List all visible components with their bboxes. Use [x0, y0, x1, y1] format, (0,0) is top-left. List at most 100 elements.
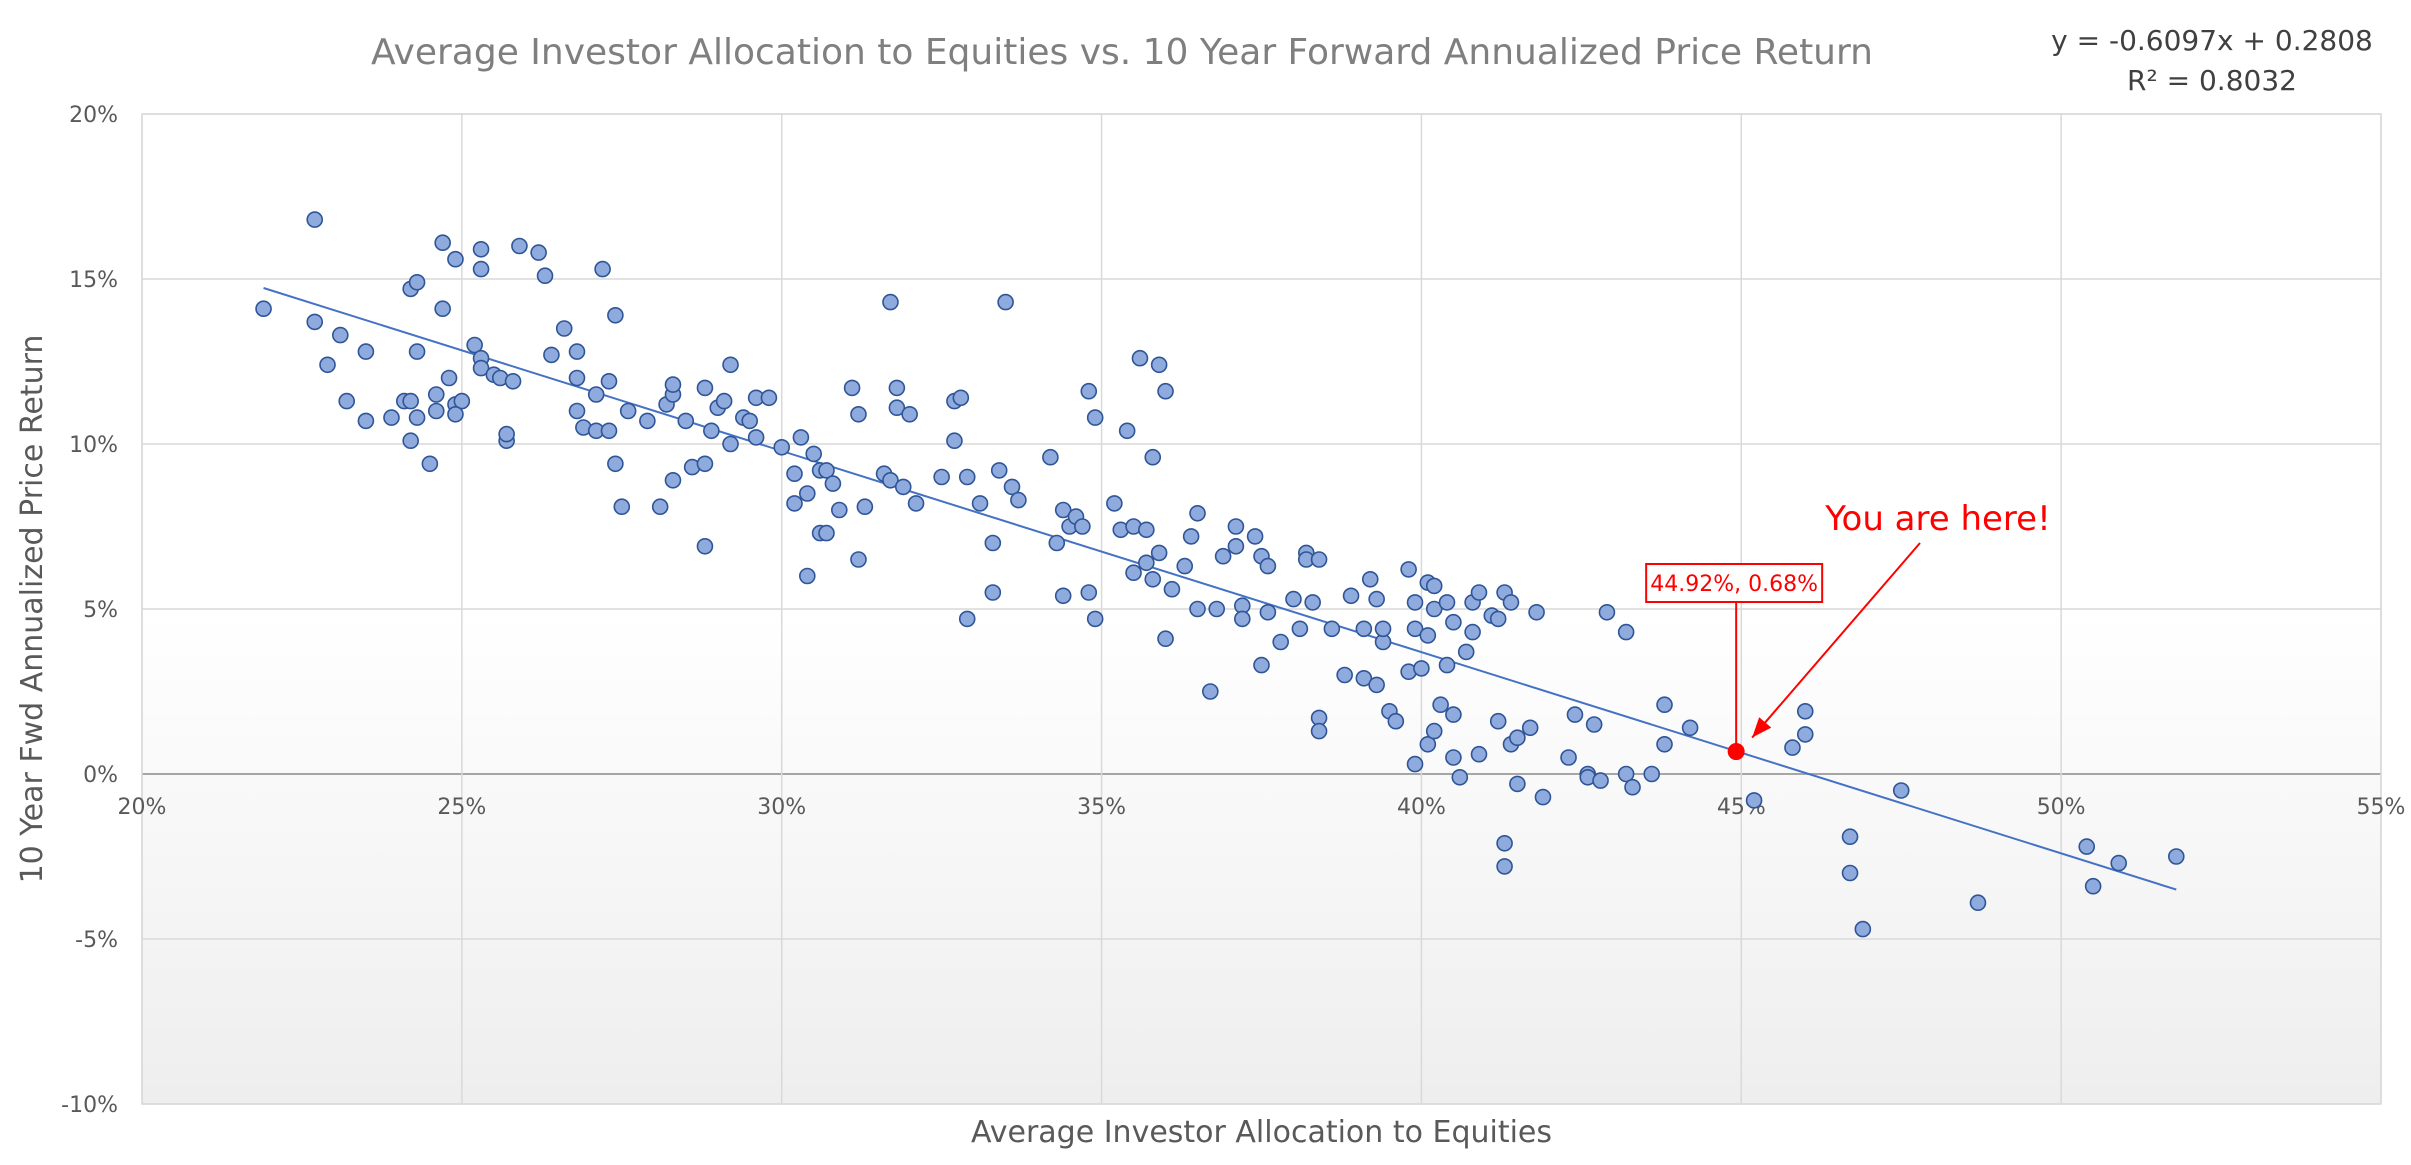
data-point [594, 260, 611, 278]
data-point [1445, 749, 1462, 766]
data-point [1656, 735, 1673, 753]
data-point [1054, 501, 1072, 519]
data-point [907, 495, 925, 512]
data-point [1150, 356, 1168, 374]
data-point [1176, 557, 1194, 575]
y-tick-label: -5% [75, 928, 118, 953]
data-point [741, 412, 759, 430]
data-point [952, 389, 970, 407]
data-point [1182, 528, 1200, 545]
data-point [1406, 620, 1424, 638]
data-point [255, 300, 272, 318]
data-point [1496, 858, 1513, 875]
data-point [1048, 534, 1066, 552]
data-point [1419, 735, 1437, 753]
data-point [1355, 669, 1373, 687]
note-arrowhead [1752, 717, 1772, 738]
data-point [1138, 521, 1155, 539]
data-point [1796, 726, 1814, 743]
data-point [1310, 551, 1328, 568]
data-point [1163, 580, 1181, 598]
data-point [1214, 547, 1232, 565]
data-point [1323, 620, 1341, 638]
data-point [1246, 528, 1264, 545]
data-point [1406, 594, 1424, 611]
data-point [1784, 739, 1801, 756]
data-point [453, 392, 471, 410]
trendline-equation: y = -0.6097x + 0.2808 [2051, 24, 2373, 57]
data-point [722, 435, 739, 453]
data-point [1259, 603, 1277, 621]
data-point [1624, 778, 1641, 796]
data-point [402, 432, 419, 450]
data-point [434, 234, 451, 251]
y-axis-title: 10 Year Fwd Annualized Price Return [15, 335, 50, 884]
data-point [1074, 518, 1091, 535]
note-arrow [1751, 542, 1921, 739]
data-point [1841, 864, 1859, 882]
data-point [677, 412, 695, 430]
data-point [1509, 775, 1526, 793]
x-tick-label: 25% [437, 795, 486, 820]
data-point [357, 343, 375, 360]
data-point [1489, 610, 1507, 628]
data-point [1841, 828, 1859, 846]
tick-labels: -10%-5%0%5%10%15%20%20% 25% 30% 35% 40% 45% 50… [61, 103, 2405, 1118]
data-point [1086, 610, 1104, 628]
data-point [1086, 409, 1104, 426]
data-point [2110, 854, 2128, 872]
data-point [1336, 666, 1353, 684]
data-point [1259, 557, 1277, 575]
data-point [792, 429, 810, 446]
data-point [1003, 478, 1021, 496]
data-point [1438, 656, 1456, 674]
data-point [600, 372, 618, 390]
data-point [1285, 590, 1302, 608]
y-tick-label: 20% [69, 103, 118, 128]
data-point [427, 402, 445, 420]
data-point [639, 412, 656, 430]
data-point [408, 273, 426, 291]
data-point [1509, 729, 1526, 747]
data-point [1042, 448, 1059, 466]
data-point [1150, 544, 1168, 562]
data-point [1585, 716, 1603, 733]
you-are-here-note: You are here! [1824, 499, 2050, 539]
data-point [600, 422, 618, 440]
data-point [1272, 633, 1289, 651]
data-point [1969, 894, 1987, 912]
data-point [882, 471, 899, 489]
data-point [1400, 561, 1417, 578]
data-point [613, 498, 631, 516]
data-point [824, 475, 842, 492]
data-point [619, 402, 637, 420]
data-point [984, 584, 1002, 601]
data-point [1144, 448, 1162, 466]
data-point [1502, 594, 1520, 611]
data-point [850, 551, 867, 568]
data-point [1598, 603, 1616, 621]
x-tick-label: 35% [1077, 795, 1126, 820]
data-point [760, 389, 778, 407]
data-point [1425, 600, 1443, 618]
data-point [421, 455, 439, 473]
data-point [383, 409, 400, 426]
data-point [1796, 702, 1814, 720]
callout-label: 44.92%, 0.68% [1650, 572, 1818, 597]
data-point [1227, 518, 1245, 535]
data-point [568, 343, 586, 360]
x-tick-label: 30% [757, 795, 806, 820]
data-point [1189, 600, 1206, 618]
data-point [1374, 620, 1392, 638]
data-point [1892, 782, 1910, 799]
data-point [651, 498, 669, 516]
data-point [1489, 712, 1507, 730]
data-point [1445, 706, 1462, 723]
data-point [530, 244, 547, 261]
data-point [607, 306, 624, 324]
data-point [1617, 623, 1635, 641]
data-point [472, 359, 490, 377]
data-point [1419, 627, 1437, 644]
